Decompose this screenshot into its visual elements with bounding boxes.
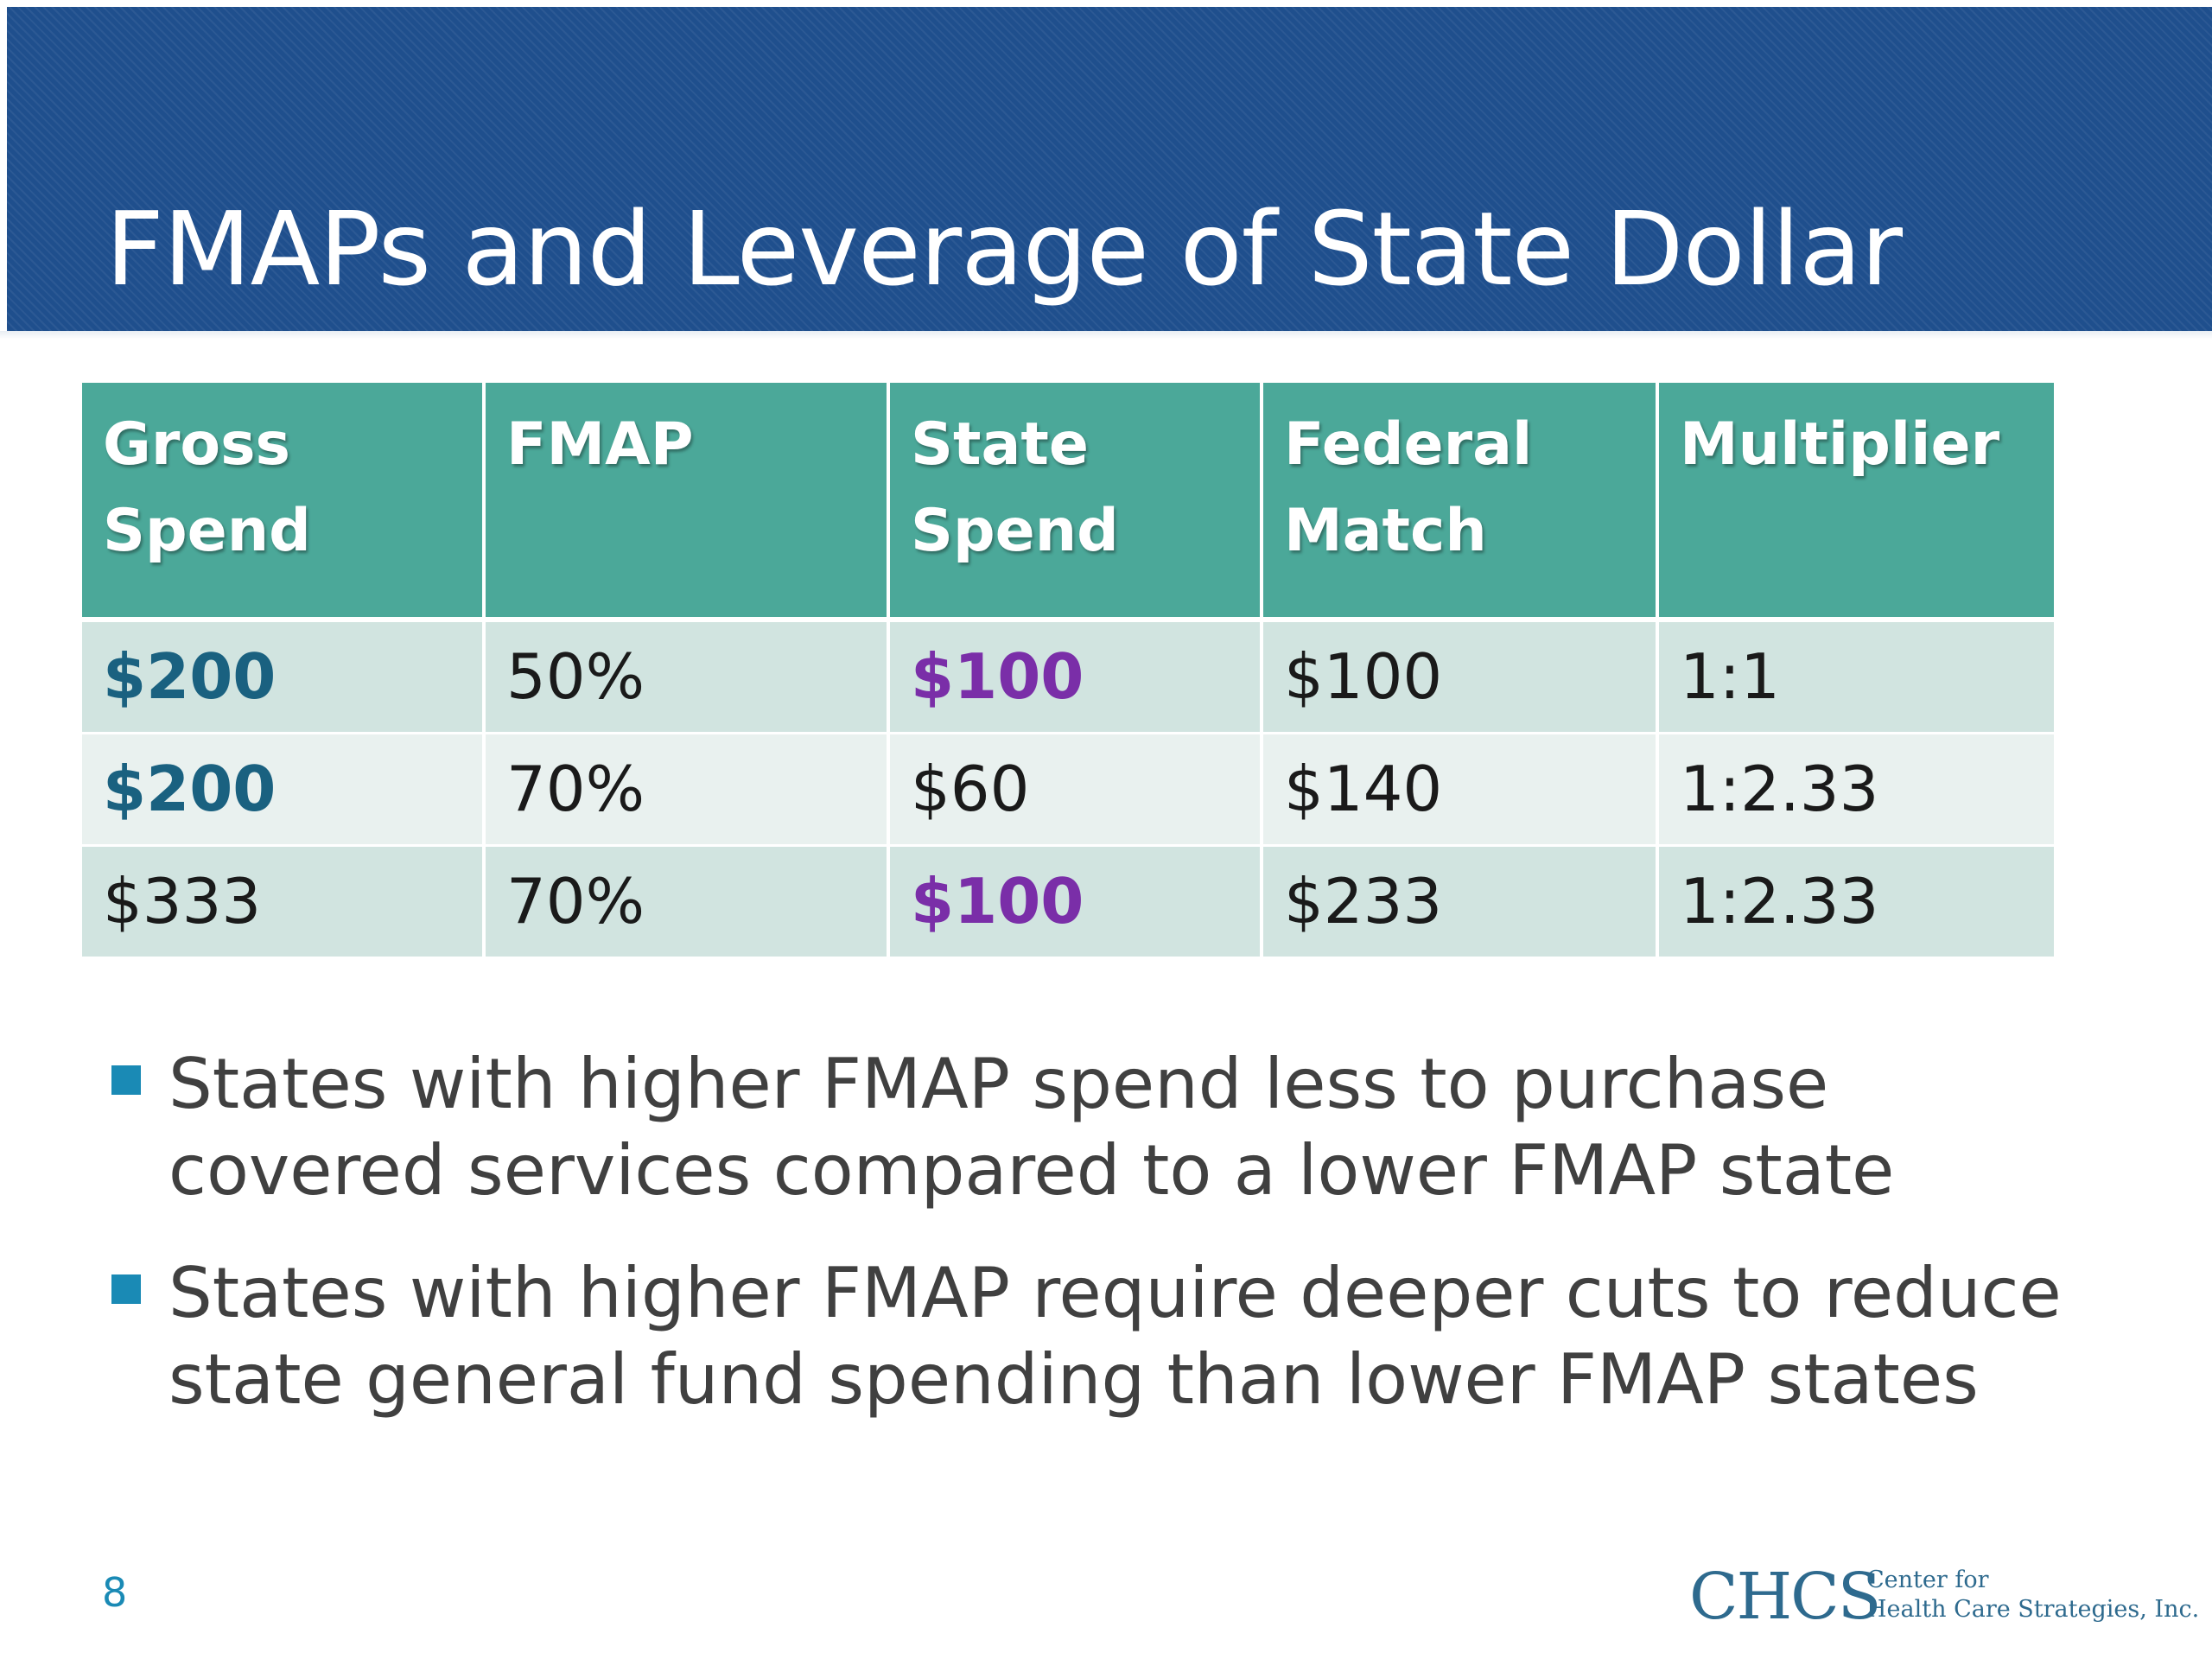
bullet-text-line2: state general fund spending than lower F… — [168, 1339, 1979, 1420]
bullet-list: States with higher FMAP spend less to pu… — [108, 1041, 2095, 1459]
cell-multiplier: 1:1 — [1659, 622, 2054, 734]
header-fmap: FMAP — [486, 383, 890, 622]
banner-shadow — [0, 331, 2212, 340]
header-multiplier-line1: Multiplier — [1680, 410, 2000, 479]
logo-subtitle: Center for Health Care Strategies, Inc. — [1866, 1566, 2199, 1624]
header-federal-match-line1: Federal — [1284, 410, 1533, 479]
cell-state-spend: $60 — [890, 734, 1263, 847]
header-state-spend: State Spend — [890, 383, 1263, 622]
bullet-item: States with higher FMAP spend less to pu… — [108, 1041, 2095, 1214]
table-body: $200 50% $100 $100 1:1 $200 70% $60 $140… — [82, 622, 2054, 959]
header-row: Gross Spend FMAP State Spend Federal Match … — [82, 383, 2054, 622]
bullet-text-line1: States with higher FMAP require deeper c… — [168, 1253, 2062, 1333]
header-state-spend-line2: Spend — [911, 497, 1119, 565]
logo-line2: Health Care Strategies, Inc. — [1866, 1596, 2200, 1623]
slide-title: FMAPs and Leverage of State Dollar — [105, 189, 1903, 308]
fmap-table: Gross Spend FMAP State Spend Federal Match … — [82, 383, 2054, 959]
bullet-text-line1: States with higher FMAP spend less to pu… — [168, 1044, 1829, 1124]
cell-multiplier: 1:2.33 — [1659, 734, 2054, 847]
cell-gross-spend: $200 — [82, 734, 486, 847]
cell-fmap: 70% — [486, 734, 890, 847]
table-row: $333 70% $100 $233 1:2.33 — [82, 847, 2054, 959]
square-bullet-icon — [111, 1274, 141, 1304]
header-state-spend-line1: State — [911, 410, 1089, 479]
cell-multiplier: 1:2.33 — [1659, 847, 2054, 959]
header-multiplier: Multiplier — [1659, 383, 2054, 622]
table-row: $200 50% $100 $100 1:1 — [82, 622, 2054, 734]
header-fmap-line1: FMAP — [506, 410, 694, 479]
header-gross-spend: Gross Spend — [82, 383, 486, 622]
chcs-logo: CHCS Center for Health Care Strategies, … — [1689, 1560, 2199, 1634]
cell-federal-match: $100 — [1263, 622, 1659, 734]
logo-mark: CHCS — [1689, 1560, 1881, 1634]
cell-state-spend: $100 — [890, 622, 1263, 734]
table-row: $200 70% $60 $140 1:2.33 — [82, 734, 2054, 847]
header-gross-spend-line2: Spend — [103, 497, 311, 565]
cell-fmap: 50% — [486, 622, 890, 734]
title-banner: FMAPs and Leverage of State Dollar — [7, 7, 2212, 331]
table-header: Gross Spend FMAP State Spend Federal Match … — [82, 383, 2054, 622]
logo-line1: Center for — [1866, 1567, 1989, 1593]
header-gross-spend-line1: Gross — [103, 410, 291, 479]
page-number: 8 — [102, 1569, 128, 1616]
cell-gross-spend: $200 — [82, 622, 486, 734]
bullet-item: States with higher FMAP require deeper c… — [108, 1250, 2095, 1423]
cell-federal-match: $233 — [1263, 847, 1659, 959]
cell-state-spend: $100 — [890, 847, 1263, 959]
square-bullet-icon — [111, 1065, 141, 1095]
cell-fmap: 70% — [486, 847, 890, 959]
header-federal-match: Federal Match — [1263, 383, 1659, 622]
header-federal-match-line2: Match — [1284, 497, 1487, 565]
cell-federal-match: $140 — [1263, 734, 1659, 847]
bullet-text-line2: covered services compared to a lower FMA… — [168, 1130, 1895, 1211]
cell-gross-spend: $333 — [82, 847, 486, 959]
